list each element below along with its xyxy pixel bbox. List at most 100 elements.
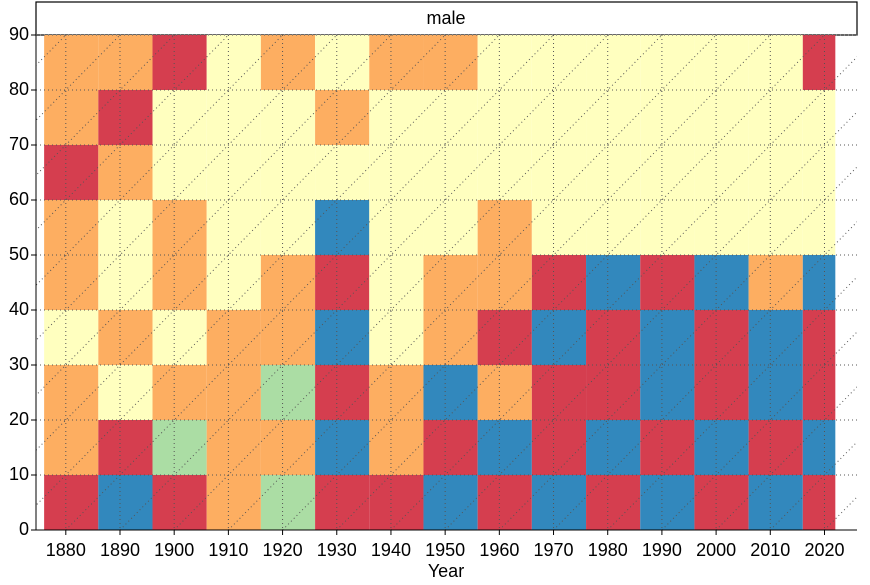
- x-tick-label: 1900: [154, 540, 194, 560]
- heat-cell: [98, 255, 153, 310]
- heat-cell: [802, 475, 836, 530]
- y-tick-label: 40: [9, 299, 29, 319]
- x-tick-label: 1950: [425, 540, 465, 560]
- y-tick-label: 80: [9, 79, 29, 99]
- heat-cell: [315, 145, 370, 200]
- heat-cell: [802, 255, 836, 310]
- heat-cell: [477, 310, 532, 365]
- heat-cell: [206, 255, 261, 310]
- heat-cell: [802, 200, 836, 255]
- heat-cell: [260, 310, 316, 365]
- heat-cell: [315, 35, 370, 90]
- heat-cell: [531, 310, 587, 365]
- heat-cell: [640, 200, 695, 255]
- heat-cell: [586, 420, 641, 475]
- heat-cell: [531, 255, 587, 310]
- heat-cell: [477, 90, 532, 145]
- heat-cell: [802, 35, 836, 90]
- heat-cell: [152, 365, 207, 420]
- y-tick-label: 30: [9, 354, 29, 374]
- heat-cell: [586, 200, 641, 255]
- heat-cell: [152, 200, 207, 255]
- heat-cell: [315, 475, 370, 530]
- heat-cell: [44, 365, 99, 420]
- heat-cell: [586, 255, 641, 310]
- heat-cell: [369, 35, 424, 90]
- heat-cell: [640, 420, 695, 475]
- heat-cell: [369, 310, 424, 365]
- heat-cell: [423, 145, 478, 200]
- heat-cell: [260, 255, 316, 310]
- heat-cell: [369, 255, 424, 310]
- heat-cell: [423, 35, 478, 90]
- x-tick-label: 1910: [208, 540, 248, 560]
- heat-cell: [694, 90, 749, 145]
- heat-cell: [98, 145, 153, 200]
- heat-cell: [477, 475, 532, 530]
- heat-cell: [694, 35, 749, 90]
- y-tick-label: 0: [19, 519, 29, 539]
- heat-cell: [44, 90, 99, 145]
- x-tick-label: 1930: [317, 540, 357, 560]
- heat-cell: [694, 475, 749, 530]
- heat-cell: [260, 145, 316, 200]
- heat-cell: [694, 420, 749, 475]
- heat-cell: [206, 420, 261, 475]
- heat-cell: [260, 420, 316, 475]
- y-tick-label: 20: [9, 409, 29, 429]
- heat-cell: [315, 310, 370, 365]
- heat-cell: [206, 35, 261, 90]
- heat-cell: [315, 200, 370, 255]
- x-tick-label: 1960: [479, 540, 519, 560]
- heat-cell: [152, 420, 207, 475]
- heat-cell: [802, 365, 836, 420]
- heat-cell: [423, 420, 478, 475]
- heat-cell: [694, 310, 749, 365]
- heat-cell: [586, 475, 641, 530]
- heat-cell: [640, 475, 695, 530]
- x-tick-label: 2000: [696, 540, 736, 560]
- y-tick-label: 70: [9, 134, 29, 154]
- heat-cell: [640, 255, 695, 310]
- heat-cell: [152, 475, 207, 530]
- heat-cell: [531, 35, 587, 90]
- heat-cell: [802, 310, 836, 365]
- heat-cell: [98, 365, 153, 420]
- heat-cell: [98, 475, 153, 530]
- heat-cell: [423, 310, 478, 365]
- heat-cell: [369, 90, 424, 145]
- heat-cell: [802, 145, 836, 200]
- heat-cell: [315, 420, 370, 475]
- y-tick-label: 10: [9, 464, 29, 484]
- heat-cell: [477, 200, 532, 255]
- heat-cell: [44, 200, 99, 255]
- heat-cell: [640, 145, 695, 200]
- heat-cell: [694, 255, 749, 310]
- x-tick-label: 1880: [46, 540, 86, 560]
- y-tick-label: 50: [9, 244, 29, 264]
- x-axis-title: Year: [428, 561, 464, 581]
- heat-cell: [260, 90, 316, 145]
- heat-cell: [369, 475, 424, 530]
- heat-cell: [152, 90, 207, 145]
- x-tick-label: 1940: [371, 540, 411, 560]
- x-tick-label: 2010: [750, 540, 790, 560]
- heat-cell: [586, 145, 641, 200]
- x-tick-label: 1890: [100, 540, 140, 560]
- panel-strip: [35, 1, 858, 36]
- heat-cell: [260, 200, 316, 255]
- heat-cell: [748, 255, 803, 310]
- heat-cell: [206, 200, 261, 255]
- heat-cell: [694, 145, 749, 200]
- heat-cell: [748, 90, 803, 145]
- x-tick-label: 2020: [804, 540, 844, 560]
- heat-cell: [748, 200, 803, 255]
- heat-cell: [694, 365, 749, 420]
- heat-cell: [748, 420, 803, 475]
- heat-cell: [586, 35, 641, 90]
- heat-cell: [44, 420, 99, 475]
- heat-cell: [98, 310, 153, 365]
- heat-cell: [98, 420, 153, 475]
- heat-cell: [748, 365, 803, 420]
